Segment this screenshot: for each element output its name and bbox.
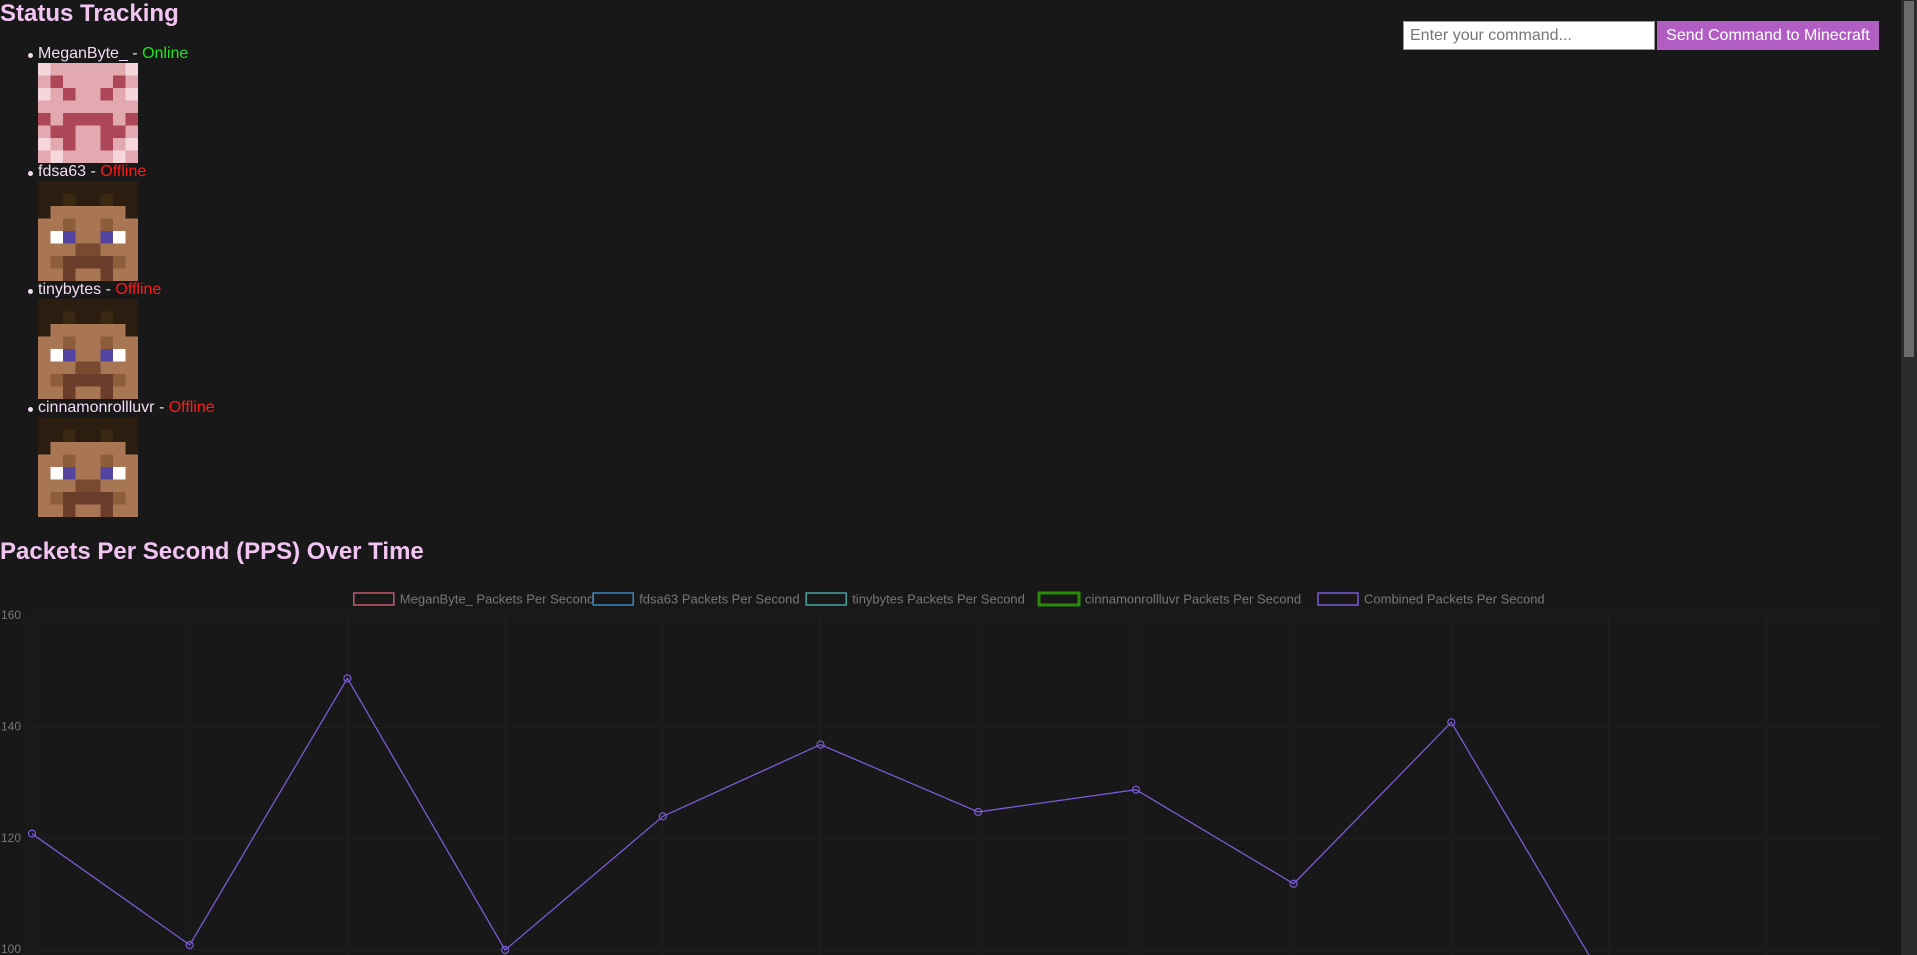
separator: - [132, 45, 138, 62]
player-status: Offline [115, 281, 162, 298]
bullet [28, 289, 33, 294]
series-line [31, 677, 1590, 955]
bullet [28, 407, 33, 412]
player-item: MeganByte_ - Online [38, 45, 188, 63]
data-point [816, 740, 825, 749]
scrollbar[interactable] [1901, 0, 1917, 955]
player-item: tinybytes - Offline [38, 281, 161, 299]
button-label: Send Command to Minecraft [1666, 27, 1870, 44]
y-tick-label: 140 [1, 720, 21, 734]
bullet [28, 171, 33, 176]
legend-label: fdsa63 Packets Per Second [639, 591, 799, 606]
avatar [38, 417, 138, 517]
legend-label: cinnamonrollluvr Packets Per Second [1085, 591, 1301, 606]
y-tick-label: 120 [1, 831, 21, 845]
legend-swatch [1317, 592, 1359, 606]
send-button[interactable]: Send Command to Minecraft [1657, 21, 1879, 50]
avatar [38, 63, 138, 163]
bullet [28, 53, 33, 58]
data-point [185, 940, 194, 950]
chart-title: Packets Per Second (PPS) Over Time [0, 538, 424, 565]
player-status: Online [142, 45, 189, 62]
legend-label: MeganByte_ Packets Per Second [400, 591, 594, 606]
player-status: Offline [100, 163, 147, 180]
y-tick-label: 100 [1, 942, 21, 955]
data-point [343, 674, 352, 683]
player-name: cinnamonrollluvr [38, 399, 155, 416]
separator: - [158, 399, 165, 416]
legend-swatch [353, 592, 395, 606]
y-tick-label: 160 [1, 608, 21, 622]
legend-label: Combined Packets Per Second [1364, 591, 1545, 606]
avatar [38, 181, 138, 281]
avatar [38, 299, 138, 399]
data-point [1131, 785, 1141, 794]
player-item: cinnamonrollluvr - Offline [38, 399, 215, 417]
legend-swatch [1037, 591, 1081, 607]
command-input[interactable]: Enter your command... [1403, 21, 1655, 50]
player-item: fdsa63 - Offline [38, 163, 146, 181]
scroll-thumb[interactable] [1904, 1, 1914, 357]
page-title: Status Tracking [0, 0, 179, 27]
legend-label: tinybytes Packets Per Second [852, 591, 1025, 606]
player-name: MeganByte_ [38, 45, 128, 62]
legend-swatch [592, 592, 634, 606]
data-point [1289, 879, 1298, 888]
legend-swatch [805, 592, 847, 606]
data-point [27, 829, 37, 838]
player-name: fdsa63 [38, 163, 87, 180]
data-point [658, 812, 667, 821]
player-name: tinybytes [38, 281, 102, 298]
placeholder: Enter your command... [1410, 27, 1572, 44]
data-point [501, 945, 510, 955]
separator: - [105, 281, 111, 298]
data-point [1447, 718, 1456, 727]
player-status: Offline [168, 399, 215, 416]
data-point [974, 807, 983, 817]
separator: - [90, 163, 96, 180]
